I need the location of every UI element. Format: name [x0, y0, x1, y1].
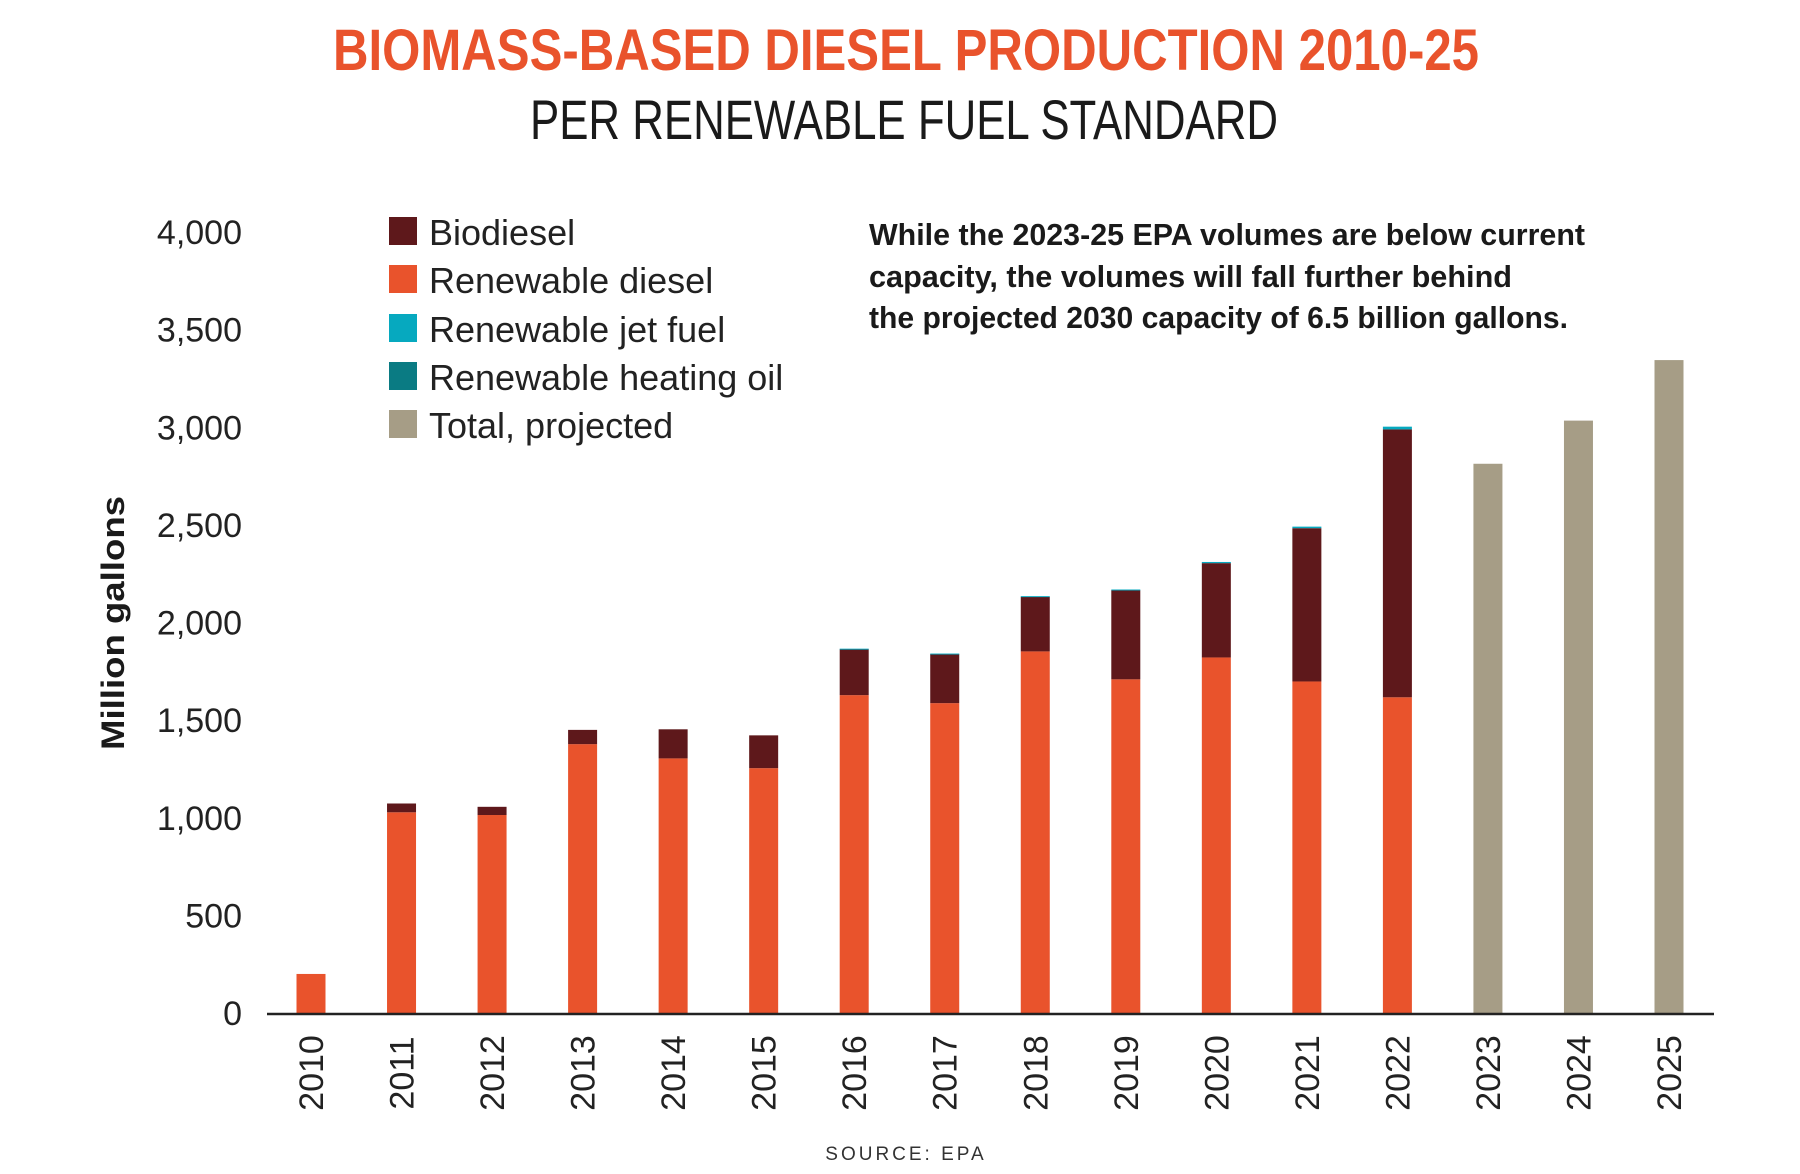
y-tick-label: 1,500	[157, 702, 242, 740]
legend-label: Biodiesel	[429, 212, 575, 253]
bar-biodiesel-2020	[1201, 563, 1231, 658]
legend-swatch	[389, 265, 417, 293]
bar-renewable-diesel-2022	[1382, 697, 1412, 1013]
x-tick-label: 2022	[1379, 1035, 1417, 1111]
bar-biodiesel-2013	[568, 729, 598, 745]
bar-biodiesel-2021	[1292, 528, 1322, 682]
x-tick-label: 2017	[927, 1035, 965, 1111]
bar-renewable-jet-fuel-2019	[1111, 589, 1141, 591]
bar-renewable-jet-fuel-2021	[1292, 526, 1322, 529]
x-tick-label: 2013	[565, 1035, 603, 1111]
bar-biodiesel-2012	[477, 806, 507, 816]
x-tick-label: 2014	[655, 1035, 693, 1111]
y-tick-label: 3,500	[157, 312, 242, 350]
bar-renewable-diesel-2018	[1020, 651, 1050, 1013]
bar-total-projected-2025	[1654, 360, 1684, 1014]
bar-total-projected-2023	[1473, 463, 1503, 1014]
annotation: While the 2023-25 EPA volumes are below …	[869, 217, 1585, 335]
legend-label: Renewable heating oil	[429, 357, 783, 398]
legend-item: Total, projected	[389, 405, 673, 446]
bar-biodiesel-2018	[1020, 596, 1050, 652]
x-tick-label: 2018	[1017, 1035, 1055, 1111]
x-tick-label: 2021	[1289, 1035, 1327, 1111]
x-tick-label: 2015	[746, 1035, 784, 1111]
x-axis-ticks: 2010 2011 2012 2013 2014 2015 2016 2017 2018 2019…	[293, 1035, 1689, 1111]
bar-renewable-jet-fuel-2018	[1020, 596, 1050, 598]
bar-renewable-diesel-2011	[387, 812, 417, 1013]
y-tick-label: 1,000	[157, 800, 242, 838]
legend-item: Renewable diesel	[389, 260, 713, 301]
bar-biodiesel-2017	[930, 654, 960, 704]
legend-label: Renewable diesel	[429, 260, 713, 301]
bar-renewable-diesel-2013	[568, 744, 598, 1013]
chart-subtitle: PER RENEWABLE FUEL STANDARD	[530, 88, 1278, 151]
bar-renewable-jet-fuel-2022	[1382, 426, 1412, 430]
x-tick-label: 2024	[1560, 1035, 1598, 1111]
legend-item: Renewable jet fuel	[389, 309, 725, 350]
bar-biodiesel-2011	[387, 803, 417, 813]
bar-renewable-diesel-2010	[296, 973, 326, 1013]
y-tick-label: 0	[223, 995, 242, 1033]
x-tick-label: 2012	[474, 1035, 512, 1111]
x-tick-label: 2020	[1198, 1035, 1236, 1111]
bar-biodiesel-2019	[1111, 590, 1141, 680]
bar-biodiesel-2016	[839, 649, 869, 696]
bar-renewable-diesel-2015	[749, 768, 779, 1013]
bar-renewable-diesel-2020	[1201, 657, 1231, 1013]
bars	[296, 360, 1684, 1014]
annotation-line-2: capacity, the volumes will fall further …	[869, 259, 1512, 294]
source-note: SOURCE: EPA	[825, 1144, 986, 1165]
legend-item: Biodiesel	[389, 212, 575, 253]
bar-biodiesel-2015	[749, 735, 779, 769]
bar-total-projected-2024	[1563, 420, 1593, 1013]
annotation-line-1: While the 2023-25 EPA volumes are below …	[869, 217, 1585, 252]
legend-item: Renewable heating oil	[389, 357, 783, 398]
bar-renewable-diesel-2012	[477, 815, 507, 1013]
x-tick-label: 2016	[836, 1035, 874, 1111]
y-tick-label: 3,000	[157, 409, 242, 447]
bar-renewable-diesel-2017	[930, 703, 960, 1013]
x-tick-label: 2019	[1108, 1035, 1146, 1111]
bar-renewable-jet-fuel-2016	[839, 648, 869, 650]
legend: Biodiesel Renewable diesel Renewable jet f…	[389, 212, 783, 446]
y-axis-ticks: 0 500 1,000 1,500 2,000 2,500 3,000 3,500 4,000	[157, 214, 242, 1033]
x-tick-label: 2011	[384, 1036, 422, 1109]
legend-swatch	[389, 314, 417, 342]
x-tick-label: 2010	[293, 1035, 331, 1111]
x-tick-label: 2023	[1470, 1035, 1508, 1111]
x-tick-label: 2025	[1651, 1035, 1689, 1111]
bar-biodiesel-2014	[658, 729, 688, 759]
y-tick-label: 500	[185, 897, 242, 935]
y-tick-label: 2,000	[157, 605, 242, 643]
bar-renewable-diesel-2016	[839, 695, 869, 1013]
bar-renewable-diesel-2014	[658, 758, 688, 1013]
legend-label: Total, projected	[429, 405, 673, 446]
bar-renewable-jet-fuel-2020	[1201, 561, 1231, 564]
annotation-line-3: the projected 2030 capacity of 6.5 billi…	[869, 300, 1568, 335]
bar-renewable-jet-fuel-2017	[930, 653, 960, 655]
y-tick-label: 2,500	[157, 507, 242, 545]
bar-renewable-diesel-2019	[1111, 679, 1141, 1013]
bar-renewable-diesel-2021	[1292, 681, 1322, 1013]
y-axis-label: Million gallons	[95, 496, 131, 750]
bar-biodiesel-2022	[1382, 429, 1412, 698]
y-tick-label: 4,000	[157, 214, 242, 252]
legend-swatch	[389, 217, 417, 245]
legend-swatch	[389, 362, 417, 390]
legend-label: Renewable jet fuel	[429, 309, 725, 350]
chart-title: BIOMASS-BASED DIESEL PRODUCTION 2010-25	[333, 18, 1479, 83]
legend-swatch	[389, 410, 417, 438]
